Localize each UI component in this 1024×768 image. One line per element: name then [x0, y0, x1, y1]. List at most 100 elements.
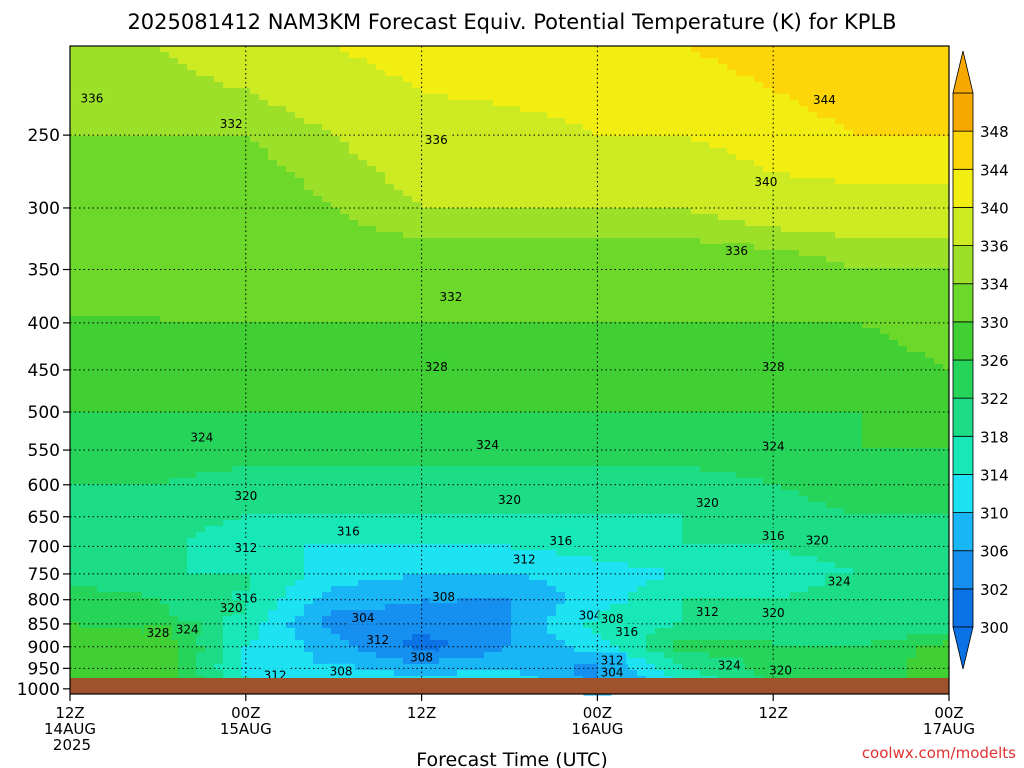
field-cell — [547, 148, 557, 155]
field-cell — [610, 346, 620, 353]
field-cell — [583, 232, 593, 239]
field-cell — [682, 106, 692, 113]
field-cell — [637, 208, 647, 215]
field-cell — [277, 136, 287, 143]
field-cell — [115, 292, 125, 299]
field-cell — [151, 250, 161, 257]
field-cell — [223, 58, 233, 65]
field-cell — [835, 322, 845, 329]
field-cell — [673, 154, 683, 161]
field-cell — [574, 304, 584, 311]
field-cell — [529, 286, 539, 293]
field-cell — [844, 244, 854, 251]
field-cell — [772, 88, 782, 95]
field-cell — [934, 142, 944, 149]
field-cell — [673, 148, 683, 155]
field-cell — [331, 160, 341, 167]
field-cell — [115, 244, 125, 251]
field-cell — [763, 190, 773, 197]
field-cell — [880, 280, 890, 287]
field-cell — [673, 52, 683, 59]
field-cell — [790, 112, 800, 119]
field-cell — [628, 238, 638, 245]
field-cell — [520, 178, 530, 185]
field-cell — [826, 58, 836, 65]
field-cell — [673, 100, 683, 107]
field-cell — [583, 64, 593, 71]
field-cell — [673, 142, 683, 149]
field-cell — [556, 64, 566, 71]
field-cell — [655, 238, 665, 245]
field-cell — [97, 52, 107, 59]
field-cell — [646, 106, 656, 113]
field-cell — [367, 118, 377, 125]
field-cell — [538, 94, 548, 101]
field-cell — [286, 88, 296, 95]
field-cell — [412, 334, 422, 341]
field-cell — [403, 286, 413, 293]
field-cell — [691, 244, 701, 251]
field-cell — [313, 136, 323, 143]
field-cell — [439, 256, 449, 263]
field-cell — [556, 220, 566, 227]
field-cell — [691, 64, 701, 71]
field-cell — [124, 70, 134, 77]
field-cell — [565, 316, 575, 323]
field-cell — [232, 292, 242, 299]
field-cell — [601, 112, 611, 119]
field-cell — [673, 286, 683, 293]
field-cell — [898, 106, 908, 113]
field-cell — [511, 304, 521, 311]
field-cell — [898, 172, 908, 179]
field-cell — [178, 334, 188, 341]
field-cell — [682, 286, 692, 293]
field-cell — [637, 250, 647, 257]
field-cell — [268, 124, 278, 131]
field-cell — [331, 298, 341, 305]
field-cell — [358, 178, 368, 185]
field-cell — [349, 70, 359, 77]
field-cell — [511, 256, 521, 263]
field-cell — [682, 148, 692, 155]
field-cell — [502, 190, 512, 197]
field-cell — [862, 262, 872, 269]
field-cell — [349, 310, 359, 317]
field-cell — [340, 208, 350, 215]
field-cell — [70, 304, 80, 311]
field-cell — [214, 148, 224, 155]
field-cell — [727, 316, 737, 323]
field-cell — [844, 178, 854, 185]
field-cell — [88, 112, 98, 119]
field-cell — [439, 238, 449, 245]
field-cell — [241, 208, 251, 215]
field-cell — [358, 142, 368, 149]
field-cell — [178, 208, 188, 215]
field-cell — [466, 280, 476, 287]
field-cell — [556, 340, 566, 347]
field-cell — [169, 304, 179, 311]
field-cell — [430, 160, 440, 167]
field-cell — [880, 298, 890, 305]
field-cell — [214, 136, 224, 143]
field-cell — [538, 190, 548, 197]
field-cell — [745, 148, 755, 155]
field-cell — [106, 232, 116, 239]
field-cell — [907, 286, 917, 293]
field-cell — [88, 316, 98, 323]
field-cell — [97, 160, 107, 167]
field-cell — [412, 268, 422, 275]
field-cell — [511, 280, 521, 287]
field-cell — [385, 76, 395, 83]
field-cell — [574, 70, 584, 77]
field-cell — [655, 340, 665, 347]
field-cell — [151, 232, 161, 239]
field-cell — [421, 262, 431, 269]
field-cell — [781, 298, 791, 305]
field-cell — [232, 100, 242, 107]
field-cell — [934, 250, 944, 257]
field-cell — [925, 94, 935, 101]
field-cell — [70, 88, 80, 95]
field-cell — [457, 310, 467, 317]
field-cell — [412, 172, 422, 179]
field-cell — [241, 316, 251, 323]
